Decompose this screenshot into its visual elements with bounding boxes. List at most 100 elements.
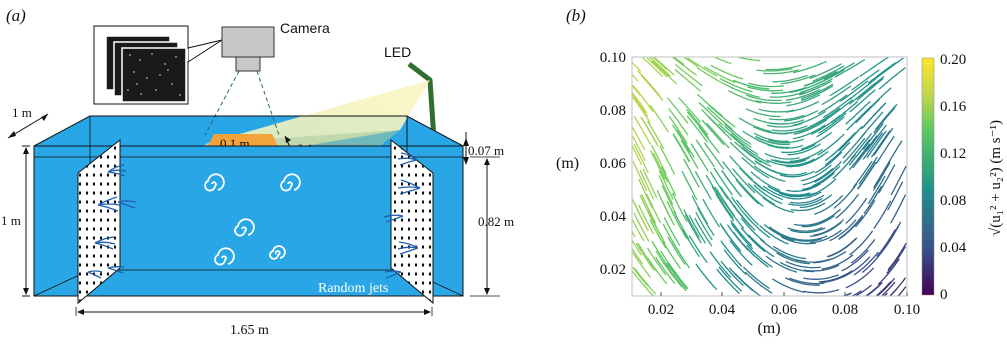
velocity-streak: [723, 249, 747, 275]
dim-height: 1 m: [1, 213, 21, 228]
velocity-streak: [639, 194, 655, 225]
velocity-streak: [633, 144, 649, 174]
velocity-streak: [718, 123, 744, 147]
velocity-streak: [754, 160, 788, 176]
velocity-streak: [818, 112, 847, 134]
velocity-streak: [724, 201, 745, 229]
colorbar-tick-label: 0.04: [940, 240, 967, 256]
velocity-streak: [857, 161, 877, 190]
velocity-streak: [850, 133, 872, 160]
velocity-streak: [765, 64, 802, 71]
velocity-streak: [721, 170, 742, 197]
velocity-streak: [652, 57, 668, 70]
velocity-streak: [789, 194, 825, 204]
velocity-streak: [719, 223, 740, 250]
velocity-streak: [703, 66, 736, 83]
velocity-streak: [860, 111, 884, 138]
velocity-streak: [861, 104, 885, 130]
velocity-streak: [825, 141, 851, 166]
velocity-streak: [867, 175, 886, 204]
velocity-streak: [779, 170, 815, 178]
velocity-streak: [784, 122, 819, 134]
velocity-streak: [746, 94, 782, 102]
velocity-streak: [688, 235, 708, 263]
velocity-streak: [790, 202, 826, 212]
velocity-streak: [742, 130, 775, 147]
velocity-streak: [729, 155, 754, 181]
velocity-streak: [632, 85, 641, 96]
y-tick-label: 0.08: [600, 103, 626, 119]
velocity-streak: [754, 165, 786, 182]
velocity-streak: [631, 231, 636, 238]
velocity-streak: [762, 185, 796, 200]
velocity-streak: [841, 249, 869, 272]
dim-length: 1.65 m: [230, 323, 269, 338]
velocity-streak: [690, 143, 709, 172]
panel-a-label: (a): [6, 6, 26, 25]
jets-right: [383, 152, 421, 279]
colorbar-tick-label: 0.16: [940, 99, 967, 115]
velocity-streak: [848, 143, 870, 171]
velocity-streak: [673, 56, 684, 66]
velocity-streak: [873, 200, 892, 229]
velocity-streak: [668, 108, 689, 136]
velocity-streak: [855, 284, 872, 297]
velocity-streak: [755, 136, 790, 146]
velocity-streak: [779, 262, 815, 273]
velocity-streak: [740, 227, 766, 252]
velocity-streak: [639, 169, 655, 200]
velocity-streak: [776, 252, 811, 265]
velocity-streak: [789, 277, 825, 285]
velocity-streak: [809, 229, 842, 244]
velocity-streak: [704, 142, 725, 170]
velocity-streak: [863, 185, 882, 214]
velocity-streak: [787, 227, 823, 232]
velocity-streak: [890, 194, 906, 224]
velocity-streak: [656, 190, 672, 220]
velocity-streak: [649, 219, 667, 249]
velocity-streak: [724, 123, 752, 145]
velocity-streak: [823, 62, 855, 80]
velocity-streak: [678, 97, 701, 123]
velocity-streak: [763, 224, 795, 242]
velocity-streak: [845, 100, 871, 125]
velocity-streak: [647, 247, 667, 276]
velocity-streak: [631, 93, 648, 117]
x-tick-label: 0.04: [709, 302, 736, 318]
velocity-streak: [834, 59, 866, 78]
velocity-streak: [753, 184, 783, 205]
velocity-streak: [687, 57, 718, 77]
velocity-streak: [688, 214, 706, 244]
x-ticks: 0.02 0.04 0.06 0.08 0.10: [648, 292, 920, 318]
velocity-streak: [709, 171, 729, 200]
velocity-streak: [729, 240, 753, 266]
velocity-streak: [812, 65, 845, 82]
velocity-streak: [743, 244, 769, 268]
velocity-streak: [873, 107, 896, 134]
velocity-streak: [653, 152, 669, 183]
velocity-streak: [773, 245, 807, 260]
velocity-streak: [662, 223, 680, 253]
y-ticks: 0.10 0.08 0.06 0.04 0.02: [600, 50, 627, 278]
velocity-streak: [890, 165, 907, 196]
velocity-streak: [687, 111, 709, 138]
velocity-streak: [771, 125, 808, 132]
velocity-streak: [695, 263, 717, 290]
panel-a: (a) Camera LED: [1, 6, 514, 338]
velocity-streak: [787, 143, 821, 156]
velocity-streak: [778, 192, 815, 198]
velocity-streak: [658, 175, 674, 205]
velocity-streak: [632, 161, 648, 191]
velocity-streak: [799, 194, 833, 209]
velocity-streak: [883, 221, 902, 250]
velocity-streak: [814, 161, 842, 183]
velocity-streak: [783, 110, 818, 122]
velocity-streak: [884, 140, 903, 169]
velocity-streak: [631, 91, 648, 113]
colorbar-tick-label: 0.08: [940, 193, 966, 209]
velocity-streak: [866, 124, 887, 152]
velocity-streak: [724, 125, 752, 148]
velocity-streak: [890, 277, 906, 297]
velocity-streak: [743, 266, 770, 289]
velocity-streak: [676, 129, 695, 158]
